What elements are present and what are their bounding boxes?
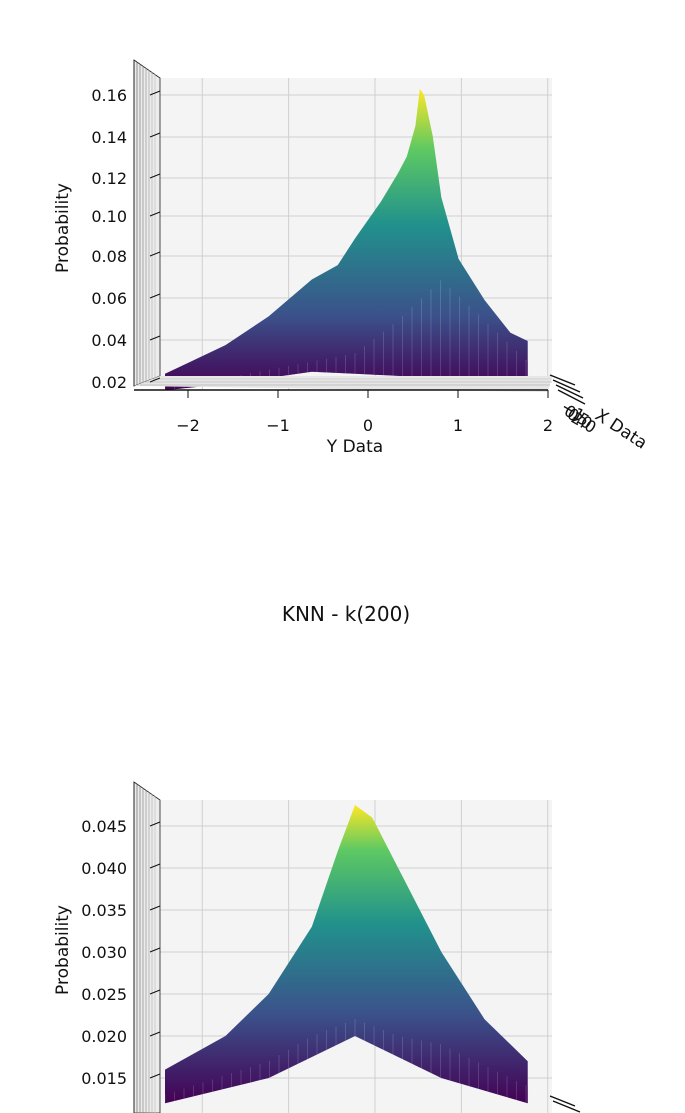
- z-axis-label: Probability: [53, 905, 73, 995]
- left-pane-edge: [133, 781, 161, 1113]
- z-tick-label: 0.020: [81, 1027, 127, 1046]
- x-tick-label: −2: [176, 416, 200, 435]
- z-tick-label: 0.030: [81, 943, 127, 962]
- z-tick-label: 0.025: [81, 985, 127, 1004]
- z-tick-label: 0.10: [91, 207, 127, 226]
- probability-surface: [164, 88, 546, 391]
- z-tick-mark: [149, 90, 161, 96]
- x-axis-label: Y Data: [326, 437, 383, 457]
- z-tick-mark: [149, 211, 161, 217]
- z-axis-ticks: 0.02 0.04 0.06 0.08 0.10 0.12 0.14 0.16: [91, 86, 161, 392]
- floor-edge: [134, 376, 552, 392]
- z-tick-mark: [149, 947, 161, 953]
- x-tick-label: −1: [266, 416, 290, 435]
- z-tick-mark: [149, 989, 161, 995]
- z-tick-label: 0.035: [81, 901, 127, 920]
- z-tick-label: 0.08: [91, 247, 127, 266]
- x-tick-label: 1: [453, 416, 463, 435]
- z-tick-label: 0.02: [91, 373, 127, 392]
- z-tick-mark: [149, 377, 161, 383]
- x-tick-label: 2: [543, 416, 553, 435]
- z-tick-mark: [149, 1073, 161, 1079]
- z-tick-label: 0.040: [81, 859, 127, 878]
- z-tick-label: 0.015: [81, 1069, 127, 1088]
- z-tick-mark: [149, 173, 161, 179]
- probability-surface: [164, 805, 546, 1104]
- plot-title: KNN - k(200): [282, 602, 410, 626]
- z-tick-label: 0.12: [91, 169, 127, 188]
- surface-front-face: [165, 805, 528, 1104]
- z-axis-label: Probability: [53, 183, 73, 273]
- z-tick-mark: [149, 863, 161, 869]
- depth-axis-ticks: [549, 1095, 581, 1113]
- depth-tick-labels: −1 0.5 0.0 2.0: [558, 397, 600, 437]
- z-tick-mark: [149, 1031, 161, 1037]
- z-tick-mark: [149, 251, 161, 257]
- z-tick-mark: [149, 905, 161, 911]
- z-tick-label: 0.14: [91, 128, 127, 147]
- z-tick-mark: [149, 821, 161, 827]
- z-tick-label: 0.04: [91, 331, 127, 350]
- surface-plot-bottom: 0.015 0.020 0.025 0.030 0.035 0.040 0.045 Prob…: [53, 781, 581, 1113]
- depth-axis-label: X Data: [591, 405, 650, 453]
- z-tick-mark: [149, 132, 161, 138]
- depth-axis-ticks: [549, 374, 586, 405]
- x-axis-ticks: −2 −1 0 1 2: [176, 390, 553, 435]
- surface-plot-top: 0.02 0.04 0.06 0.08 0.10 0.12 0.14 0.16 −2 −1 0 1 2…: [53, 59, 651, 457]
- z-tick-mark: [149, 293, 161, 299]
- z-tick-label: 0.06: [91, 289, 127, 308]
- z-tick-label: 0.045: [81, 817, 127, 836]
- z-tick-mark: [149, 335, 161, 341]
- z-axis-ticks: 0.015 0.020 0.025 0.030 0.035 0.040 0.045: [81, 817, 161, 1088]
- surface-front-face: [165, 88, 528, 391]
- x-tick-label: 0: [363, 416, 373, 435]
- z-tick-label: 0.16: [91, 86, 127, 105]
